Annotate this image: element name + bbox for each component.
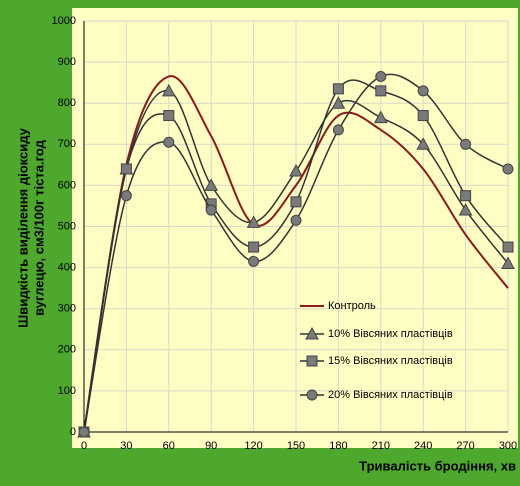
data-point [290,196,302,208]
legend-marker [306,389,318,401]
data-point [205,204,217,216]
y-tick-label: 500 [58,220,76,232]
data-point [460,138,472,150]
data-point [248,255,260,267]
legend-marker [305,326,319,340]
x-tick-label: 180 [329,440,347,452]
data-point [416,137,431,150]
x-tick-label: 210 [372,440,390,452]
data-point [161,83,176,97]
data-point [290,214,302,226]
data-point [375,70,387,82]
data-point [163,136,175,148]
y-tick-label: 300 [58,303,76,315]
data-point [120,190,132,202]
legend-label: 15% Вівсяних пластівців [328,355,453,367]
x-tick-label: 30 [120,440,132,452]
y-tick-label: 800 [58,97,76,109]
x-tick-label: 60 [163,440,175,452]
y-tick-label: 100 [58,385,76,397]
x-tick-label: 90 [205,440,217,452]
x-tick-label: 150 [287,440,305,452]
data-point [289,163,303,177]
series-line [83,75,509,433]
data-point [120,163,132,175]
data-point [501,256,515,269]
y-tick-label: 200 [58,344,76,356]
legend-label: 10% Вівсяних пластівців [328,328,453,340]
x-tick-label: 120 [244,440,262,452]
y-tick-label: 0 [70,426,76,438]
data-point [78,426,90,438]
y-axis-title: Швидкість виділення діоксиду [15,127,30,327]
y-tick-label: 600 [58,179,76,191]
data-point [458,203,473,216]
data-point [163,110,175,122]
y-axis-title: вуглецю, см3/100г тіста.год [31,139,46,315]
y-tick-label: 700 [58,138,76,150]
data-point [373,110,388,124]
data-point [417,85,429,97]
data-point [248,241,260,253]
y-tick-label: 1000 [52,15,76,27]
legend-marker [306,355,318,367]
data-point [246,215,261,228]
x-tick-label: 240 [414,440,432,452]
data-point [332,124,344,136]
x-axis-title: Тривалість бродіння, хв [359,458,516,473]
data-point [502,163,514,175]
series-line [83,79,509,433]
plot-background [72,8,518,448]
data-point [460,190,472,202]
data-point [502,241,514,253]
data-point [332,83,344,95]
data-point [331,96,346,109]
x-tick-label: 300 [499,440,517,452]
legend-label: 20% Вівсяних пластівців [328,389,453,401]
y-tick-label: 900 [58,56,76,68]
data-point [375,85,387,97]
x-tick-label: 270 [456,440,474,452]
data-point [417,110,429,122]
y-tick-label: 400 [58,262,76,274]
x-tick-label: 0 [81,440,87,452]
data-point [204,178,219,191]
legend-label: Контроль [328,300,376,312]
